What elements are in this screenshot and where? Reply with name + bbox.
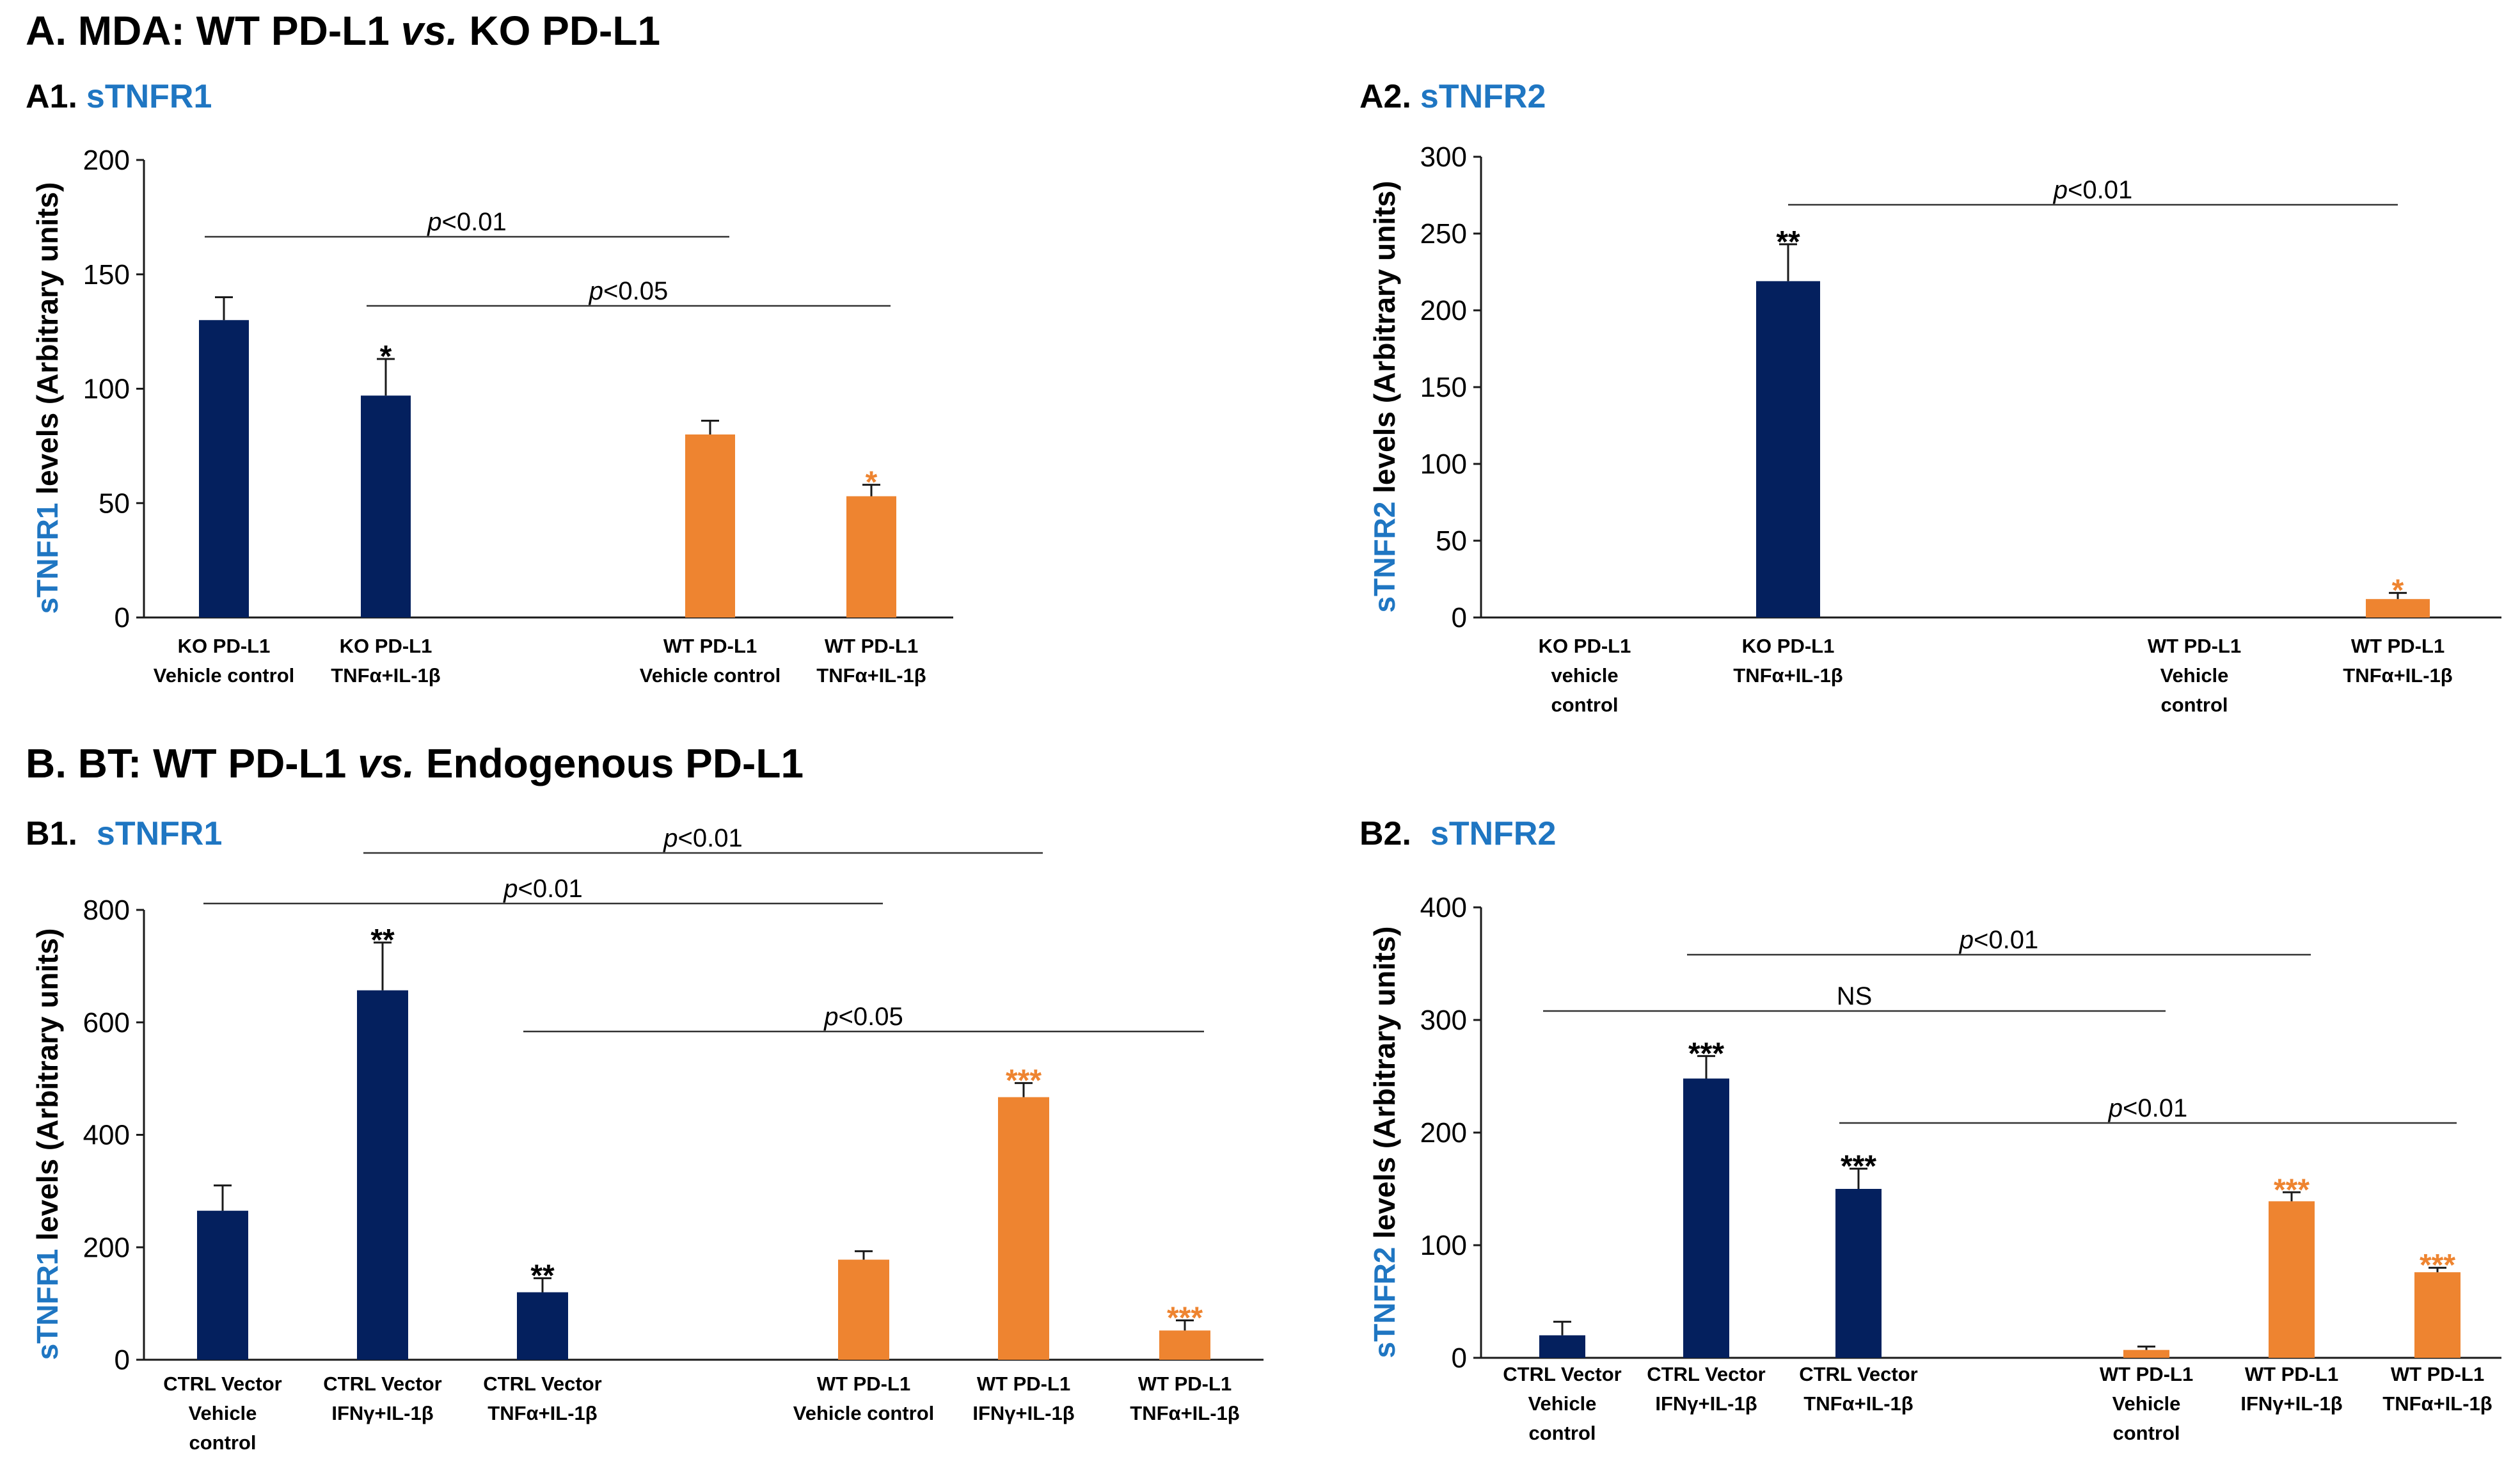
a2-y-tick-label: 150	[1420, 372, 1467, 403]
b1-category-label: WT PD-L1 TNFα+IL-1β	[1130, 1373, 1239, 1424]
panel-header-a2: A2. sTNFR2	[1359, 78, 1546, 115]
b2-bar	[2123, 1350, 2169, 1358]
b1-y-tick-label: 0	[115, 1344, 130, 1376]
b2-bar	[2269, 1201, 2315, 1358]
a1-bar	[361, 395, 411, 617]
b2-y-axis-label: sTNFR2 levels (Arbitrary units)	[1368, 927, 1401, 1358]
b2-category-label: WT PD-L1 TNFα+IL-1β	[2382, 1363, 2492, 1415]
a1-comparison-label: p<0.01	[427, 208, 506, 236]
b2-comparison-label: NS	[1837, 982, 1873, 1010]
b1-category-label: CTRL Vector TNFα+IL-1β	[483, 1373, 601, 1424]
b1-significance-mark: **	[370, 923, 395, 957]
b1-y-tick-label: 400	[83, 1120, 130, 1151]
b1-category-label: WT PD-L1 Vehicle control	[793, 1373, 935, 1424]
section-title-b: B. BT: WT PD-L1 vs. Endogenous PD-L1	[26, 740, 804, 786]
b1-comparison-label: p<0.05	[823, 1003, 903, 1031]
b2-y-tick-label: 200	[1420, 1117, 1467, 1149]
a2-bar	[2366, 599, 2430, 617]
b1-y-tick-label: 600	[83, 1007, 130, 1039]
panel-header-b2: B2. sTNFR2	[1359, 815, 1556, 852]
b2-bar	[1835, 1189, 1882, 1358]
a2-comparison-label: p<0.01	[2053, 176, 2132, 204]
a1-category-label: WT PD-L1 TNFα+IL-1β	[816, 635, 926, 687]
a2-significance-mark: *	[2392, 574, 2404, 608]
a1-bar	[199, 320, 249, 617]
b1-bar	[197, 1211, 248, 1360]
panel-header-a1: A1. sTNFR1	[26, 78, 212, 115]
a1-y-tick-label: 200	[83, 145, 130, 176]
b1-y-tick-label: 800	[83, 895, 130, 926]
a2-y-tick-label: 250	[1420, 218, 1467, 250]
a1-y-tick-label: 150	[83, 259, 130, 291]
b2-category-label: CTRL Vector TNFα+IL-1β	[1799, 1363, 1917, 1415]
a2-category-label: KO PD-L1 vehicle control	[1539, 635, 1631, 716]
a2-category-label: WT PD-L1 Vehicle control	[2148, 635, 2241, 716]
b1-significance-mark: **	[530, 1259, 555, 1293]
a2-category-label: WT PD-L1 TNFα+IL-1β	[2343, 635, 2452, 687]
b2-comparison-label: p<0.01	[2108, 1094, 2187, 1122]
b1-comparison-label: p<0.01	[503, 875, 582, 903]
b1-y-axis-label: sTNFR1 levels (Arbitrary units)	[31, 928, 64, 1360]
a1-bar	[685, 434, 735, 617]
a2-y-tick-label: 100	[1420, 449, 1467, 480]
b2-y-tick-label: 100	[1420, 1230, 1467, 1261]
b1-category-label: CTRL Vector Vehicle control	[163, 1373, 281, 1454]
a2-significance-mark: **	[1776, 225, 1800, 259]
b2-y-tick-label: 400	[1420, 892, 1467, 923]
a2-y-tick-label: 300	[1420, 141, 1467, 173]
chart-b2: 0 100 200 300 400 sTNFR2 levels (Arbitrary un…	[1368, 892, 2501, 1444]
b2-significance-mark: ***	[1688, 1037, 1724, 1071]
a1-y-tick-label: 50	[99, 488, 130, 519]
b1-category-label: WT PD-L1 IFNγ+IL-1β	[972, 1373, 1074, 1424]
panel-header-b1: B1. sTNFR1	[26, 815, 222, 852]
b2-bar	[1539, 1335, 1585, 1358]
b2-significance-mark: ***	[2420, 1248, 2455, 1282]
a1-category-label: WT PD-L1 Vehicle control	[640, 635, 781, 687]
b2-category-label: WT PD-L1 IFNγ+IL-1β	[2240, 1363, 2342, 1415]
a1-bar	[846, 496, 896, 617]
a1-category-label: KO PD-L1 TNFα+IL-1β	[331, 635, 440, 687]
b1-y-tick-label: 200	[83, 1232, 130, 1263]
b1-bar	[838, 1259, 889, 1360]
a1-category-label: KO PD-L1 Vehicle control	[154, 635, 295, 687]
b2-comparison-label: p<0.01	[1959, 926, 2038, 954]
b1-significance-mark: ***	[1006, 1064, 1042, 1098]
chart-b1: 0 200 400 600 800 sTNFR1 levels (Arbitrary un…	[31, 824, 1264, 1454]
chart-a2: 0 50 100 150 200 250 300 sTNFR2 levels (Arbitra…	[1368, 141, 2501, 716]
a2-y-tick-label: 0	[1452, 602, 1467, 633]
b1-bar	[1159, 1330, 1210, 1360]
b1-bar	[517, 1292, 568, 1360]
b1-significance-mark: ***	[1167, 1301, 1203, 1335]
b2-category-label: CTRL Vector Vehicle control	[1503, 1363, 1621, 1444]
b2-category-label: WT PD-L1 Vehicle control	[2100, 1363, 2193, 1444]
a1-y-tick-label: 100	[83, 374, 130, 405]
b2-y-tick-label: 300	[1420, 1005, 1467, 1036]
b1-comparison-label: p<0.01	[663, 824, 742, 852]
a1-y-tick-label: 0	[115, 602, 130, 633]
a1-comparison-label: p<0.05	[589, 277, 668, 305]
b2-y-tick-label: 0	[1452, 1342, 1467, 1374]
a2-y-axis-label: sTNFR2 levels (Arbitrary units)	[1368, 181, 1401, 613]
b2-significance-mark: ***	[2274, 1173, 2310, 1207]
a2-bar	[1756, 281, 1820, 617]
b1-category-label: CTRL Vector IFNγ+IL-1β	[323, 1373, 441, 1424]
chart-a1: 0 50 100 150 200 sTNFR1 levels (Arbitrary uni…	[31, 145, 953, 687]
a2-y-tick-label: 50	[1436, 525, 1467, 557]
b2-significance-mark: ***	[1841, 1149, 1876, 1183]
b1-bar	[998, 1097, 1049, 1360]
b2-category-label: CTRL Vector IFNγ+IL-1β	[1647, 1363, 1765, 1415]
a1-y-axis-label: sTNFR1 levels (Arbitrary units)	[31, 182, 64, 614]
b2-bar	[1683, 1078, 1729, 1358]
b2-bar	[2414, 1272, 2461, 1358]
section-title-a: A. MDA: WT PD-L1 vs. KO PD-L1	[26, 8, 660, 54]
a2-category-label: KO PD-L1 TNFα+IL-1β	[1733, 635, 1842, 687]
b1-bar	[357, 990, 408, 1360]
a1-significance-mark: *	[380, 340, 392, 374]
a2-y-tick-label: 200	[1420, 295, 1467, 326]
a1-significance-mark: *	[866, 466, 878, 500]
